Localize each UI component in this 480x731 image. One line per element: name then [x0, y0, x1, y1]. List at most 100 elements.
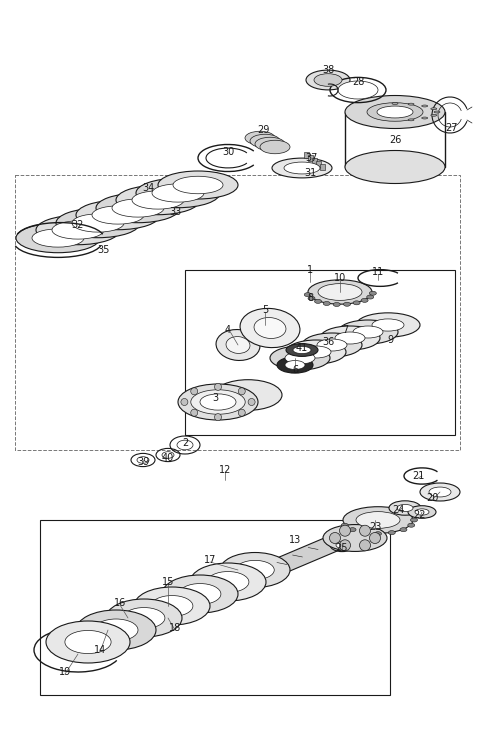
Text: 18: 18 — [169, 623, 181, 633]
Text: 5: 5 — [262, 305, 268, 315]
Ellipse shape — [32, 229, 84, 247]
Ellipse shape — [106, 599, 182, 637]
Text: 38: 38 — [322, 65, 334, 75]
Ellipse shape — [306, 70, 350, 90]
Text: 23: 23 — [369, 522, 381, 532]
Ellipse shape — [286, 344, 318, 357]
Circle shape — [238, 409, 245, 416]
Ellipse shape — [400, 528, 407, 531]
Text: 21: 21 — [412, 471, 424, 481]
Bar — [308, 155, 313, 161]
Ellipse shape — [408, 506, 436, 518]
Text: 34: 34 — [142, 183, 154, 193]
Ellipse shape — [277, 357, 313, 373]
Ellipse shape — [285, 360, 305, 369]
Text: 35: 35 — [97, 245, 109, 255]
Polygon shape — [225, 525, 375, 590]
Ellipse shape — [46, 621, 130, 663]
Ellipse shape — [434, 111, 440, 113]
Text: 24: 24 — [392, 505, 404, 515]
Ellipse shape — [408, 523, 415, 527]
Circle shape — [370, 532, 381, 544]
Ellipse shape — [344, 302, 350, 306]
Ellipse shape — [190, 563, 266, 601]
Ellipse shape — [200, 394, 236, 410]
Text: 33: 33 — [169, 207, 181, 217]
Text: 19: 19 — [59, 667, 71, 677]
Bar — [15, 175, 460, 450]
Ellipse shape — [336, 542, 348, 548]
Ellipse shape — [397, 504, 413, 512]
Ellipse shape — [36, 216, 120, 245]
Text: 36: 36 — [322, 337, 334, 347]
Circle shape — [191, 409, 198, 416]
Ellipse shape — [226, 336, 250, 353]
Ellipse shape — [255, 137, 285, 151]
Ellipse shape — [178, 384, 258, 420]
Ellipse shape — [162, 575, 238, 613]
Ellipse shape — [76, 610, 156, 650]
Text: 41: 41 — [296, 343, 308, 353]
Ellipse shape — [422, 105, 428, 107]
Ellipse shape — [52, 221, 104, 239]
Ellipse shape — [293, 346, 311, 354]
Ellipse shape — [152, 184, 204, 202]
Circle shape — [248, 398, 255, 406]
Circle shape — [329, 532, 340, 544]
Ellipse shape — [214, 379, 282, 410]
Bar — [312, 158, 317, 164]
Ellipse shape — [207, 572, 249, 592]
Bar — [304, 152, 309, 158]
Text: 10: 10 — [334, 273, 346, 283]
Text: 32: 32 — [72, 220, 84, 230]
Ellipse shape — [372, 319, 404, 331]
Text: 37: 37 — [306, 153, 318, 163]
Ellipse shape — [254, 317, 286, 338]
Ellipse shape — [162, 452, 174, 458]
Ellipse shape — [191, 390, 245, 414]
Ellipse shape — [285, 352, 315, 364]
Text: 15: 15 — [162, 577, 174, 587]
Text: 12: 12 — [219, 465, 231, 475]
Text: 8: 8 — [307, 293, 313, 303]
Text: 27: 27 — [445, 123, 457, 133]
Ellipse shape — [270, 346, 330, 370]
Text: 14: 14 — [94, 645, 106, 655]
Ellipse shape — [136, 178, 220, 208]
Ellipse shape — [286, 340, 346, 364]
Text: 3: 3 — [212, 393, 218, 403]
Text: 11: 11 — [372, 267, 384, 277]
Text: 25: 25 — [336, 543, 348, 553]
Ellipse shape — [301, 346, 331, 358]
Ellipse shape — [367, 103, 423, 121]
Text: 39: 39 — [137, 457, 149, 467]
Ellipse shape — [343, 507, 413, 534]
Ellipse shape — [431, 107, 437, 110]
Ellipse shape — [356, 313, 420, 337]
Ellipse shape — [245, 132, 275, 145]
Ellipse shape — [250, 135, 280, 148]
Ellipse shape — [367, 295, 374, 299]
Ellipse shape — [314, 300, 322, 303]
Ellipse shape — [240, 308, 300, 348]
Circle shape — [339, 526, 350, 537]
Circle shape — [339, 539, 350, 550]
Ellipse shape — [408, 119, 414, 121]
Ellipse shape — [353, 301, 360, 305]
Text: 40: 40 — [162, 453, 174, 463]
Ellipse shape — [308, 296, 315, 300]
Ellipse shape — [112, 199, 164, 217]
Ellipse shape — [353, 326, 383, 338]
Ellipse shape — [260, 140, 290, 154]
Text: 9: 9 — [387, 335, 393, 345]
Ellipse shape — [177, 440, 193, 450]
Ellipse shape — [56, 208, 140, 238]
Ellipse shape — [410, 518, 418, 522]
Ellipse shape — [308, 280, 372, 304]
Ellipse shape — [408, 103, 414, 105]
Ellipse shape — [345, 96, 445, 129]
Ellipse shape — [216, 330, 260, 360]
Ellipse shape — [16, 223, 100, 253]
Ellipse shape — [318, 284, 362, 300]
Circle shape — [191, 388, 198, 395]
